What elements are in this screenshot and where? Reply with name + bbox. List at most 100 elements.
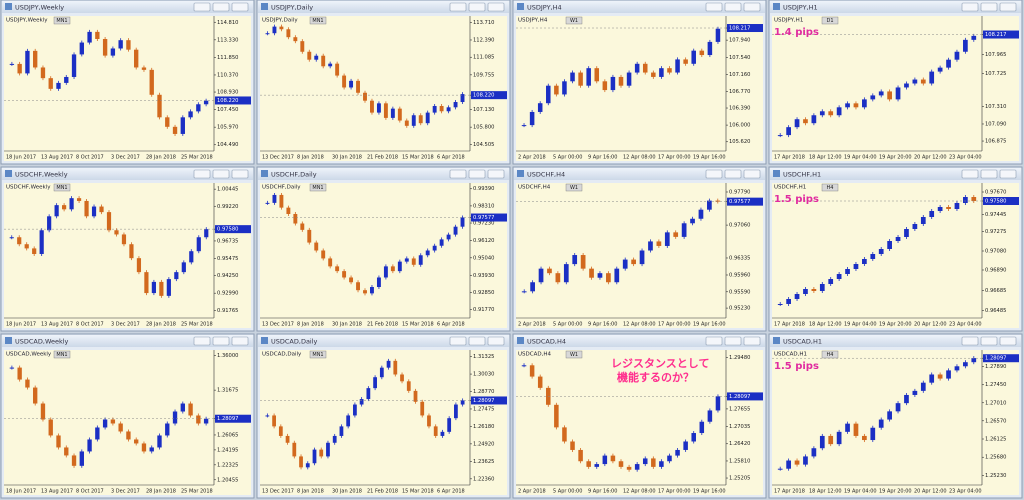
chart-label: USDCAD,Daily — [262, 352, 302, 358]
candle — [659, 68, 664, 77]
timeframe: MN1 — [312, 352, 323, 358]
window-button — [724, 169, 742, 179]
window-button — [449, 169, 467, 179]
candle — [299, 456, 303, 468]
candle — [151, 281, 156, 294]
candle — [626, 72, 632, 86]
candle — [937, 207, 943, 211]
price-label: 1.25205 — [729, 476, 750, 482]
candle — [134, 49, 139, 68]
date-label: 21 Feb 2018 — [367, 489, 398, 495]
candle — [390, 108, 395, 118]
price-label: 1.26065 — [217, 432, 238, 438]
chart-area — [4, 350, 251, 495]
candle — [606, 273, 611, 283]
candle — [562, 81, 567, 95]
price-label: 108.930 — [217, 90, 238, 96]
candle — [870, 254, 876, 259]
title-bar — [258, 335, 509, 347]
candle — [118, 423, 123, 432]
candle — [349, 277, 354, 283]
candle — [373, 377, 377, 389]
window-title: USDJPY,H4 — [527, 4, 562, 12]
candle — [189, 251, 194, 263]
candle — [95, 427, 100, 440]
date-label: 25 Mar 2018 — [181, 322, 213, 328]
candle — [332, 435, 337, 443]
candle — [862, 259, 867, 264]
annotation: 1.5 pips — [774, 194, 819, 205]
title-bar — [770, 1, 1021, 13]
date-label: 28 Jan 2018 — [146, 489, 176, 495]
window-icon — [261, 337, 268, 344]
chart-label: USDJPY,H4 — [518, 18, 548, 24]
chart-area — [4, 16, 251, 161]
candle — [929, 71, 935, 84]
candle — [912, 79, 918, 84]
price-label: 1.23625 — [473, 459, 494, 465]
candle — [460, 400, 465, 405]
date-label: 20 Apr 12:00 — [914, 155, 947, 161]
price-label: 112.390 — [473, 37, 494, 43]
candle — [305, 463, 310, 468]
price-label: 107.160 — [729, 72, 750, 78]
window-button — [231, 169, 249, 179]
candle — [425, 250, 430, 256]
price-label: 0.96485 — [985, 308, 1006, 314]
candle — [272, 26, 277, 34]
price-label: 1.22325 — [217, 462, 238, 468]
candle — [411, 258, 416, 265]
candle — [196, 415, 201, 424]
price-label: 0.96335 — [729, 255, 750, 261]
candle — [683, 441, 688, 450]
candle — [157, 435, 162, 448]
date-label: 2 Apr 2018 — [518, 322, 546, 328]
date-label: 17 Apr 2018 — [774, 322, 805, 328]
window-title: USDCAD,Daily — [271, 338, 318, 346]
date-label: 21 Feb 2018 — [367, 322, 398, 328]
date-label: 19 Apr 04:00 — [844, 155, 877, 161]
window-button — [980, 169, 998, 179]
date-label: 8 Oct 2017 — [76, 155, 104, 161]
timeframe: MN1 — [56, 185, 67, 191]
timeframe-badge — [821, 183, 839, 192]
price-label: 0.95960 — [729, 272, 750, 278]
candle — [265, 415, 270, 417]
price-label: 0.98310 — [473, 203, 494, 209]
candle — [102, 38, 108, 56]
chart-area — [772, 350, 1019, 495]
candle — [683, 59, 688, 64]
candle — [342, 271, 347, 278]
candle — [895, 237, 901, 241]
candle — [675, 59, 680, 73]
candle — [698, 209, 704, 219]
window-button — [705, 336, 723, 346]
candle — [971, 197, 977, 201]
candle — [971, 358, 977, 363]
candle — [106, 212, 112, 231]
window-button — [999, 169, 1017, 179]
candle — [602, 81, 608, 91]
candle — [594, 464, 600, 467]
candle — [91, 206, 97, 217]
timeframe: W1 — [570, 185, 578, 191]
candle — [819, 284, 825, 291]
date-label: 8 Jan 2018 — [297, 155, 324, 161]
candle — [529, 111, 535, 126]
candle — [707, 200, 712, 210]
date-label: 13 Aug 2017 — [41, 155, 73, 161]
date-label: 8 Oct 2017 — [76, 489, 104, 495]
price-label: 0.93930 — [473, 273, 494, 279]
price-label: 1.27035 — [729, 424, 750, 430]
candle — [845, 103, 850, 108]
candle — [265, 33, 270, 35]
price-label: 1.26125 — [985, 437, 1006, 443]
price-label: 114.810 — [217, 20, 238, 26]
annotation: 1.5 pips — [774, 361, 819, 372]
candle — [363, 290, 367, 294]
candle — [963, 362, 968, 367]
date-label: 9 Apr 16:00 — [588, 155, 617, 161]
candle — [413, 390, 418, 402]
price-box — [471, 91, 507, 100]
candle — [54, 205, 59, 217]
